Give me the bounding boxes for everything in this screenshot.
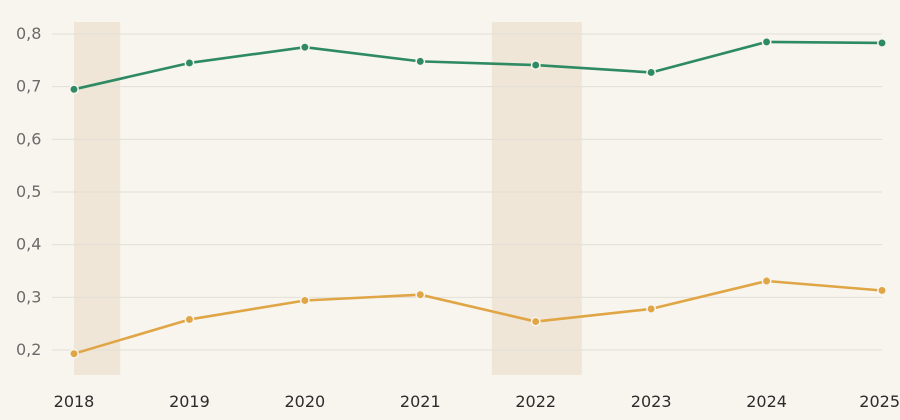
y-tick-label: 0,4	[16, 235, 41, 254]
y-tick-label: 0,8	[16, 24, 41, 43]
x-tick-label: 2024	[746, 392, 787, 411]
series-lines	[72, 40, 884, 355]
series-line-1	[72, 40, 884, 91]
y-axis-ticks: 0,2 0,3 0,4 0,5 0,6 0,7 0,8	[16, 24, 41, 359]
x-tick-label: 2020	[284, 392, 325, 411]
data-point	[530, 316, 541, 327]
data-point	[761, 36, 772, 47]
highlight-bands	[74, 22, 582, 375]
data-point	[415, 289, 426, 300]
x-tick-label: 2021	[400, 392, 441, 411]
y-tick-label: 0,7	[16, 77, 41, 96]
gridlines	[52, 33, 882, 351]
data-point	[877, 285, 887, 296]
series-points	[69, 36, 887, 359]
x-tick-label: 2022	[515, 392, 556, 411]
y-tick-label: 0,3	[16, 287, 41, 306]
x-axis-ticks: 2018 2019 2020 2021 2022 2023 2024 2025	[54, 392, 900, 411]
x-tick-label: 2023	[631, 392, 672, 411]
series-line-2	[72, 279, 884, 355]
data-point	[299, 295, 310, 306]
data-point	[299, 42, 310, 53]
data-point	[761, 276, 772, 286]
data-point	[69, 348, 79, 359]
y-tick-label: 0,2	[16, 340, 41, 359]
x-tick-label: 2025	[859, 392, 900, 411]
data-point	[415, 56, 426, 67]
data-point	[877, 38, 887, 48]
y-tick-label: 0,6	[16, 129, 41, 148]
x-tick-label: 2019	[169, 392, 210, 411]
highlight-band-1	[74, 22, 121, 375]
data-point	[530, 60, 541, 71]
data-point	[646, 67, 657, 78]
data-point	[69, 84, 79, 95]
data-point	[184, 314, 195, 325]
data-point	[646, 303, 657, 314]
y-tick-label: 0,5	[16, 182, 41, 201]
data-point	[184, 58, 195, 68]
x-tick-label: 2018	[54, 392, 95, 411]
